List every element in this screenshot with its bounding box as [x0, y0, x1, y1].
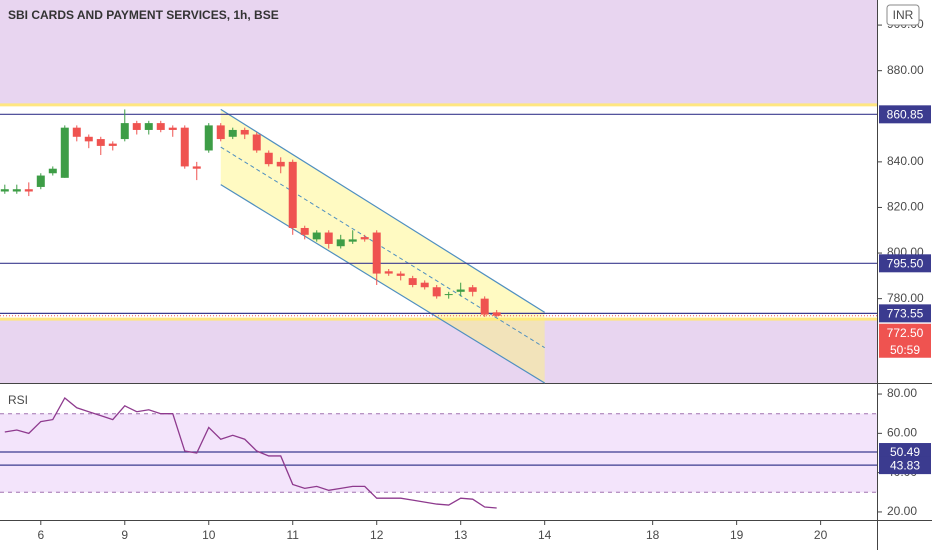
- candle-body: [408, 278, 417, 285]
- candle-body: [288, 161, 297, 228]
- candle-body: [300, 227, 309, 235]
- y-tick-label: 840.00: [887, 154, 924, 168]
- last-price-label: 772.50: [887, 326, 924, 340]
- candle-body: [96, 139, 105, 146]
- x-tick-label: 20: [814, 528, 828, 542]
- candle-body: [468, 287, 477, 292]
- x-tick-label: 18: [646, 528, 660, 542]
- candle-body: [456, 289, 465, 292]
- candle-body: [360, 237, 369, 240]
- candle-body: [240, 129, 249, 135]
- candle-body: [384, 271, 393, 274]
- rsi-label-box: [879, 456, 931, 475]
- candle-body: [432, 287, 441, 297]
- price-label: 795.50: [887, 256, 924, 270]
- candle-body: [120, 123, 129, 140]
- candle-body: [84, 136, 93, 142]
- x-tick-label: 9: [121, 528, 128, 542]
- x-tick-label: 12: [370, 528, 384, 542]
- candle-body: [336, 239, 345, 247]
- candle-body: [204, 125, 213, 151]
- candle-body: [48, 168, 57, 174]
- candle-body: [156, 123, 165, 130]
- y-tick-label: 820.00: [887, 200, 924, 214]
- y-tick-label: 60.00: [887, 426, 917, 440]
- candle-body: [24, 189, 33, 192]
- candle-body: [192, 166, 201, 169]
- price-label-box: [879, 304, 931, 323]
- y-tick-label: 880.00: [887, 63, 924, 77]
- candle-body: [396, 273, 405, 276]
- x-tick-label: 6: [37, 528, 44, 542]
- price-label-box: [879, 254, 931, 273]
- candle-body: [324, 232, 333, 244]
- x-tick-label: 14: [538, 528, 552, 542]
- chart-title: SBI CARDS AND PAYMENT SERVICES, 1h, BSE: [8, 8, 279, 22]
- price-label: 773.55: [887, 307, 924, 321]
- rsi-line: [4, 396, 497, 509]
- candle-body: [72, 127, 81, 137]
- y-tick-label: 780.00: [887, 291, 924, 305]
- candle-body: [264, 152, 273, 165]
- channel-median: [220, 146, 545, 349]
- x-tick-label: 10: [202, 528, 216, 542]
- zone: [0, 0, 877, 105]
- candle-body: [168, 127, 177, 130]
- candle-body: [144, 123, 153, 130]
- rsi-label: 50.49: [890, 445, 920, 459]
- price-label-box: [879, 105, 931, 124]
- candle-body: [132, 123, 141, 130]
- currency-label[interactable]: INR: [893, 8, 914, 22]
- candle-body: [276, 161, 285, 167]
- y-tick-label: 80.00: [887, 386, 917, 400]
- candle-body: [492, 312, 501, 316]
- candle-body: [108, 143, 117, 146]
- price-label: 860.85: [887, 108, 924, 122]
- channel-fill: [220, 109, 545, 383]
- channel-line: [220, 184, 545, 384]
- countdown: 50:59: [890, 343, 920, 357]
- candle-body: [12, 189, 21, 192]
- candle-body: [180, 127, 189, 167]
- channel-line: [220, 108, 545, 313]
- candle-body: [372, 232, 381, 274]
- candle-body: [420, 282, 429, 288]
- candle-body: [348, 239, 357, 242]
- candle-body: [480, 298, 489, 315]
- candle-body: [312, 232, 321, 240]
- last-price-box: [879, 323, 931, 358]
- y-tick-label: 20.00: [887, 504, 917, 518]
- x-tick-label: 11: [286, 528, 299, 542]
- candle-body: [444, 294, 453, 296]
- zone: [0, 319, 877, 383]
- candle-body: [252, 134, 261, 151]
- rsi-band: [0, 413, 877, 493]
- rsi-label: 43.83: [890, 458, 920, 472]
- candle-body: [0, 189, 9, 192]
- x-tick-label: 19: [730, 528, 744, 542]
- pane-title: RSI: [8, 393, 28, 407]
- candle-body: [60, 127, 69, 178]
- x-tick-label: 13: [454, 528, 468, 542]
- candle-body: [216, 125, 225, 140]
- currency-button[interactable]: [886, 4, 920, 26]
- candle-body: [36, 175, 45, 187]
- candle-body: [228, 129, 237, 137]
